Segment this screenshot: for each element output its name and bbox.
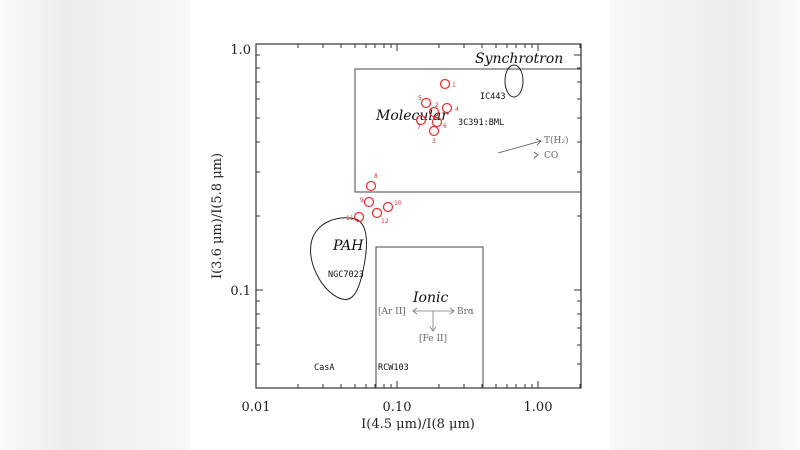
data-point-label: 12 — [381, 218, 389, 225]
data-point-marker — [441, 102, 453, 114]
x-tick-label: 1.00 — [524, 400, 553, 415]
data-point-label: 1 — [452, 82, 456, 89]
br-alpha-label: Brα — [457, 307, 474, 317]
data-point-marker — [428, 125, 440, 137]
th2-label: T(H₂) — [544, 135, 568, 146]
molecular-arrow — [497, 138, 542, 159]
co-label: CO — [544, 151, 558, 161]
data-point-label: 11 — [346, 215, 354, 222]
pah-label: PAH — [332, 238, 364, 254]
fe-ii-label: [Fe II] — [419, 334, 447, 344]
data-point-label: 7 — [417, 124, 421, 131]
synchrotron-label: Synchrotron — [475, 51, 563, 67]
3c391-bml-label: 3C391:BML — [458, 118, 504, 128]
y-tick-label: 0.1 — [230, 284, 251, 299]
figure-panel — [190, 0, 610, 450]
data-point-marker — [431, 116, 443, 128]
data-point-label: 8 — [374, 173, 378, 180]
x-ticks — [255, 44, 581, 388]
data-point-marker — [371, 207, 383, 219]
data-point-marker — [353, 211, 365, 223]
data-point-marker — [439, 78, 451, 90]
data-point-label: 3 — [432, 138, 436, 145]
data-point-marker — [415, 114, 427, 126]
data-point-marker — [363, 196, 375, 208]
blurred-background-right — [610, 0, 800, 450]
y-axis-title: I(3.6 μm)/I(5.8 μm) — [210, 153, 225, 279]
data-points: 1 5 2 4 7 6 3 8 9 10 12 11 — [346, 78, 459, 225]
y-tick-label: 1.0 — [230, 43, 251, 58]
x-tick-label: 0.10 — [383, 400, 412, 415]
data-point-label: 4 — [455, 106, 459, 113]
ionic-region-box — [375, 246, 484, 388]
ar-ii-label: [Ar II] — [378, 307, 406, 317]
data-point-marker — [428, 106, 440, 118]
data-point-marker — [420, 97, 432, 109]
data-point-marker — [382, 201, 394, 213]
data-point-label: 10 — [394, 200, 402, 207]
casa-label: CasA — [314, 363, 334, 373]
y-ticks — [256, 43, 581, 365]
molecular-region-box — [354, 68, 581, 193]
ic443-label: IC443 — [480, 92, 506, 102]
molecular-label: Molecular — [375, 108, 449, 124]
x-tick-label: 0.01 — [242, 400, 271, 415]
data-point-label: 2 — [435, 102, 439, 109]
ic443-ellipse — [504, 64, 524, 98]
pah-region-curve — [310, 217, 367, 300]
rcw103-label: RCW103 — [378, 363, 409, 373]
ionic-arrows — [412, 307, 455, 332]
x-axis-title: I(4.5 μm)/I(8 μm) — [361, 417, 475, 432]
ionic-label: Ionic — [412, 290, 448, 306]
data-point-label: 6 — [443, 123, 447, 130]
blurred-background-left — [0, 0, 190, 450]
data-point-label: 5 — [418, 95, 422, 102]
data-point-marker — [365, 180, 377, 192]
ngc7023-label: NGC7023 — [328, 270, 364, 280]
data-point-label: 9 — [360, 197, 364, 204]
